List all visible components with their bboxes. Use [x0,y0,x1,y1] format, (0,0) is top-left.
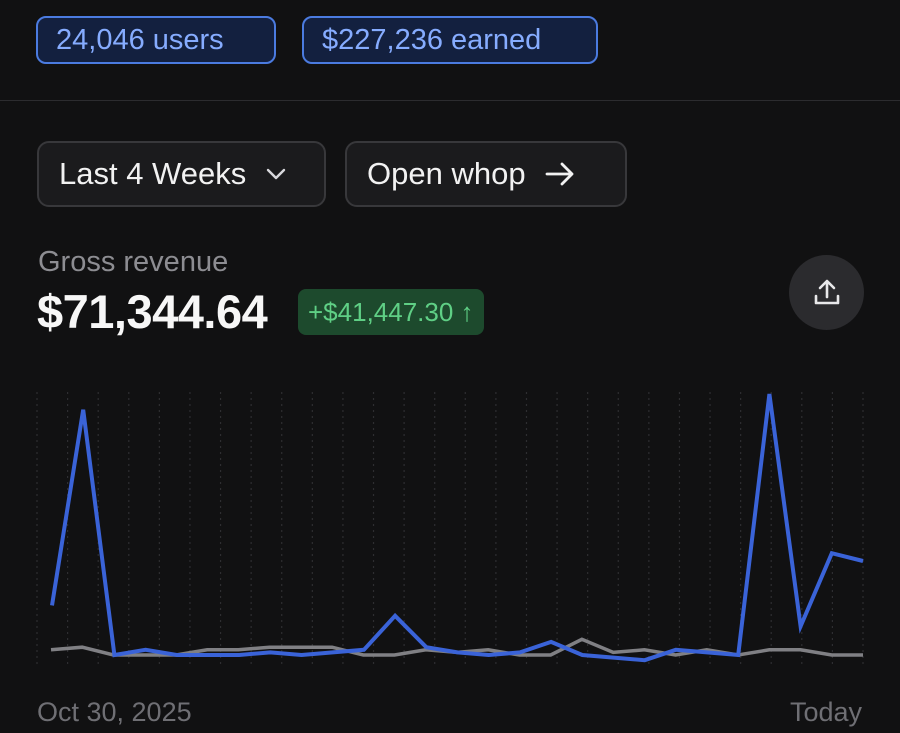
arrow-right-icon [545,162,573,186]
revenue-chart [36,392,864,665]
change-badge: +$41,447.30 ↑ [298,289,484,335]
chevron-down-icon [267,168,286,180]
earned-badge-label: $227,236 earned [322,23,542,56]
date-range-label: Last 4 Weeks [59,156,247,191]
x-axis-end-label: Today [789,697,862,727]
users-badge-label: 24,046 users [56,23,224,56]
share-icon [814,279,839,304]
open-whop-button[interactable]: Open whop [345,141,627,207]
x-axis-start-label: Oct 30, 2025 [37,697,192,727]
metric-value: $71,344.64 [37,285,268,338]
header-divider [0,100,900,101]
current-period-line [50,393,864,663]
users-badge[interactable]: 24,046 users [36,16,276,64]
earned-badge[interactable]: $227,236 earned [302,16,598,64]
metric-label: Gross revenue [38,246,229,278]
date-range-dropdown[interactable]: Last 4 Weeks [37,141,326,207]
change-value: +$41,447.30 ↑ [308,296,474,327]
share-button[interactable] [789,255,864,330]
open-whop-label: Open whop [367,156,526,191]
